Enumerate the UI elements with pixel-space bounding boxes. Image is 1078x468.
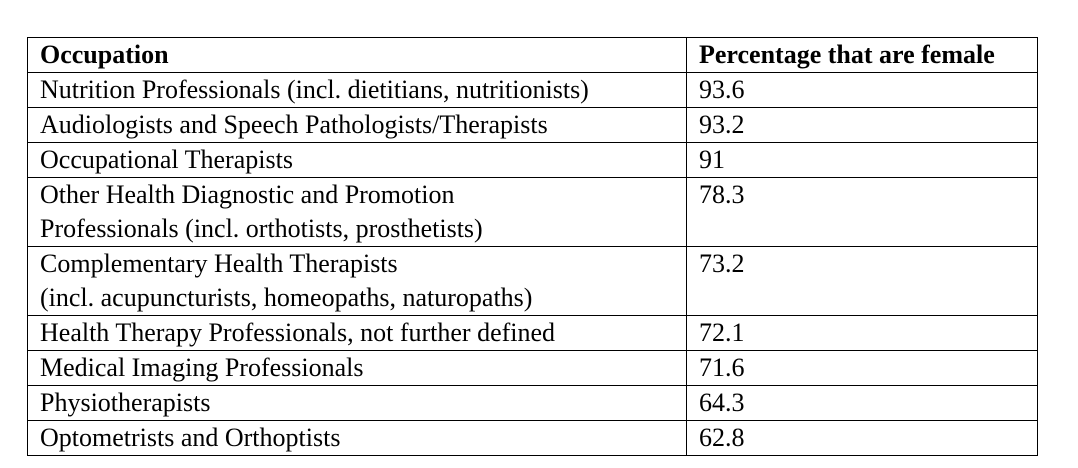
header-percentage-female: Percentage that are female: [686, 37, 1038, 73]
percentage-cell: 72.1: [686, 315, 1038, 351]
percentage-cell: 71.6: [686, 350, 1038, 386]
occupation-line: Complementary Health Therapists: [40, 249, 398, 278]
table-row: Nutrition Professionals (incl. dietitian…: [27, 72, 1038, 108]
table-row: Complementary Health Therapists (incl. a…: [27, 246, 1038, 316]
occupation-cell: Medical Imaging Professionals: [27, 350, 687, 386]
occupation-line: Medical Imaging Professionals: [40, 353, 364, 382]
percentage-cell: 64.3: [686, 385, 1038, 421]
occupation-line: Occupational Therapists: [40, 145, 293, 174]
table-row: Medical Imaging Professionals 71.6: [27, 350, 1038, 386]
occupation-cell: Optometrists and Orthoptists: [27, 420, 687, 456]
occupation-cell: Nutrition Professionals (incl. dietitian…: [27, 72, 687, 108]
table-row: Optometrists and Orthoptists 62.8: [27, 420, 1038, 456]
occupation-cell: Complementary Health Therapists (incl. a…: [27, 246, 687, 316]
occupation-cell: Other Health Diagnostic and Promotion Pr…: [27, 177, 687, 247]
occupation-cell: Physiotherapists: [27, 385, 687, 421]
occupation-line: Professionals (incl. orthotists, prosthe…: [40, 214, 483, 243]
table-header-row: Occupation Percentage that are female: [27, 37, 1038, 73]
occupation-line: Other Health Diagnostic and Promotion: [40, 180, 455, 209]
percentage-cell: 93.6: [686, 72, 1038, 108]
table-row: Physiotherapists 64.3: [27, 385, 1038, 421]
occupation-line: Audiologists and Speech Pathologists/The…: [40, 110, 548, 139]
occupation-cell: Occupational Therapists: [27, 142, 687, 178]
percentage-cell: 62.8: [686, 420, 1038, 456]
occupation-line: Nutrition Professionals (incl. dietitian…: [40, 75, 589, 104]
occupation-line: (incl. acupuncturists, homeopaths, natur…: [40, 283, 533, 312]
table-row: Other Health Diagnostic and Promotion Pr…: [27, 177, 1038, 247]
occupation-line: Optometrists and Orthoptists: [40, 423, 341, 452]
occupation-line: Health Therapy Professionals, not furthe…: [40, 318, 556, 347]
percentage-cell: 73.2: [686, 246, 1038, 316]
percentage-cell: 91: [686, 142, 1038, 178]
table-row: Occupational Therapists 91: [27, 142, 1038, 178]
occupation-cell: Health Therapy Professionals, not furthe…: [27, 315, 687, 351]
percentage-cell: 78.3: [686, 177, 1038, 247]
table-row: Health Therapy Professionals, not furthe…: [27, 315, 1038, 351]
occupation-line: Physiotherapists: [40, 388, 211, 417]
occupation-cell: Audiologists and Speech Pathologists/The…: [27, 107, 687, 143]
percentage-cell: 93.2: [686, 107, 1038, 143]
occupation-female-percentage-table: Occupation Percentage that are female Nu…: [27, 37, 1038, 456]
table-row: Audiologists and Speech Pathologists/The…: [27, 107, 1038, 143]
header-occupation: Occupation: [27, 37, 687, 73]
